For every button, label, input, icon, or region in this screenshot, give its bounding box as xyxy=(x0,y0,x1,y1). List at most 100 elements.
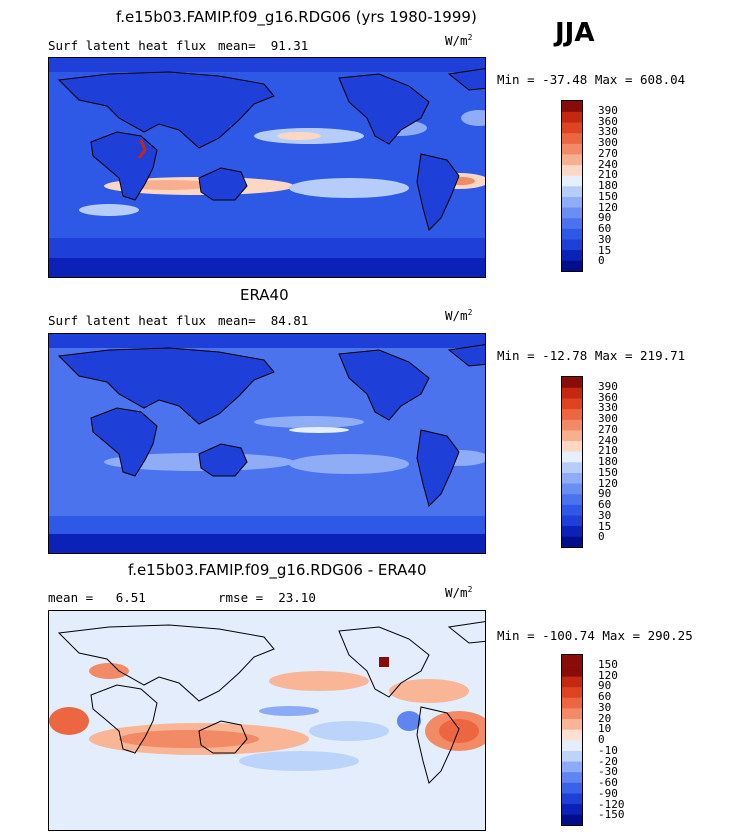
panel2-colorbar-swatch xyxy=(562,408,582,420)
panel3-colorbar-tick-label: 150 xyxy=(598,657,618,671)
panel3-units: W/m2 xyxy=(445,585,473,601)
panel1-colorbar-tick-label: 60 xyxy=(598,222,612,235)
panel2-colorbar-tick-label: 240 xyxy=(598,433,618,447)
panel2-colorbar-svg xyxy=(562,377,582,547)
panel1-colorbar-tick-label: 30 xyxy=(598,232,612,246)
panel2-map-svg xyxy=(49,334,485,553)
panel1-min: -37.48 xyxy=(542,72,588,87)
panel1-colorbar-tick-label: 270 xyxy=(598,146,618,160)
panel2-colorbar-tick-label: 15 xyxy=(598,519,612,533)
panel2-colorbar-tick-label: 90 xyxy=(598,487,612,501)
panel1-colorbar-swatch xyxy=(562,101,582,112)
panel2-mean: mean= 84.81 xyxy=(218,313,309,328)
panel1-colorbar-swatch xyxy=(562,164,582,176)
panel1-colorbar-swatch xyxy=(562,175,582,187)
panel3-colorbar-swatch xyxy=(562,740,582,751)
panel3-colorbar-swatch xyxy=(562,782,582,794)
panel2-colorbar-swatch xyxy=(562,377,582,388)
panel2-colorbar-tick-label: 360 xyxy=(598,390,618,404)
panel2-colorbar-tick-label: 150 xyxy=(598,465,618,479)
panel3-colorbar-tick-label: -150 xyxy=(598,808,625,822)
panel3-rmse-value: 23.10 xyxy=(278,590,316,605)
panel1-colorbar-tick-label: 330 xyxy=(598,125,618,139)
panel3-colorbar-swatch xyxy=(562,676,582,688)
panel1-colorbar-swatch xyxy=(562,122,582,134)
panel2-colorbar-swatch xyxy=(562,504,582,516)
panel1-colorbar-tick-label: 240 xyxy=(598,157,618,171)
panel1-map-svg xyxy=(49,58,485,277)
panel1-colorbar xyxy=(561,100,583,272)
panel3-colorbar-swatch xyxy=(562,750,582,762)
panel3-colorbar-swatch xyxy=(562,771,582,783)
panel3-colorbar-swatch xyxy=(562,708,582,720)
panel2-colorbar xyxy=(561,376,583,548)
panel1-colorbar-tick-label: 210 xyxy=(598,168,618,182)
panel3-mean: mean = 6.51 xyxy=(48,590,146,605)
panel1-colorbar-tick-label: 15 xyxy=(598,243,612,257)
panel3-rmse: rmse = 23.10 xyxy=(218,590,316,605)
panel2-colorbar-tick-label: 300 xyxy=(598,412,618,425)
panel3-colorbar-tick-label: -30 xyxy=(598,765,618,779)
panel2-colorbar-tick-label: 0 xyxy=(598,530,605,544)
panel1-colorbar-swatch xyxy=(562,143,582,155)
panel3-colorbar-swatch xyxy=(562,655,582,666)
panel3-colorbar-swatch xyxy=(562,718,582,730)
panel3-colorbar-tick-label: 120 xyxy=(598,668,618,682)
panel3-min: -100.74 xyxy=(542,628,595,643)
panel1-mean: mean= 91.31 xyxy=(218,38,309,53)
panel1-colorbar-tick-label: 120 xyxy=(598,200,618,214)
panel2-colorbar-swatch xyxy=(562,398,582,410)
panel3-map xyxy=(48,610,486,831)
panel1-max: 608.04 xyxy=(640,72,686,87)
panel1-colorbar-svg xyxy=(562,101,582,271)
panel1-mean-value: 91.31 xyxy=(270,38,309,53)
panel3-colorbar-swatch xyxy=(562,686,582,698)
panel3-colorbar-tick-label: 20 xyxy=(598,711,612,725)
panel3-colorbar-swatch xyxy=(562,761,582,773)
panel3-colorbar-swatch xyxy=(562,665,582,677)
panel2-colorbar-swatch xyxy=(562,472,582,484)
panel2-colorbar-swatch xyxy=(562,462,582,473)
panel3-colorbar-swatch xyxy=(562,729,582,741)
panel1-minmax: Min = -37.48 Max = 608.04 xyxy=(497,72,686,87)
panel3-colorbar-tick-label: 0 xyxy=(598,733,605,746)
panel1-colorbar-swatch xyxy=(562,249,582,261)
panel2-colorbar-swatch xyxy=(562,515,582,527)
panel3-map-svg xyxy=(49,611,485,830)
panel1-colorbar-swatch xyxy=(562,217,582,229)
panel1-colorbar-swatch xyxy=(562,196,582,208)
panel2-colorbar-tick-label: 330 xyxy=(598,401,618,415)
panel1-colorbar-tick-label: 360 xyxy=(598,114,618,128)
panel3-max: 290.25 xyxy=(647,628,693,643)
panel3-colorbar-tick-label: 90 xyxy=(598,679,612,693)
panel1-colorbar-swatch xyxy=(562,154,582,166)
panel1-colorbar-tick-label: 0 xyxy=(598,254,605,268)
panel2-colorbar-tick-label: 270 xyxy=(598,422,618,436)
panel1-map xyxy=(48,57,486,278)
panel1-colorbar-swatch xyxy=(562,239,582,251)
panel2-colorbar-swatch xyxy=(562,387,582,399)
panel3-colorbar-swatch xyxy=(562,814,582,825)
panel1-units: W/m2 xyxy=(445,33,473,49)
panel3-colorbar-tick-label: 30 xyxy=(598,700,612,714)
panel1-colorbar-tick-label: 90 xyxy=(598,211,612,225)
panel2-max: 219.71 xyxy=(640,348,686,363)
panel2-colorbar-swatch xyxy=(562,483,582,495)
panel1-colorbar-swatch xyxy=(562,111,582,123)
panel1-colorbar-tick-label: 180 xyxy=(598,179,618,192)
panel3-minmax: Min = -100.74 Max = 290.25 xyxy=(497,628,693,643)
panel2-colorbar-tick-label: 60 xyxy=(598,498,612,511)
panel3-colorbar-tick-label: 10 xyxy=(598,722,612,736)
panel2-units: W/m2 xyxy=(445,308,473,324)
panel3-colorbar-tick-label: -120 xyxy=(598,797,625,811)
panel3-mean-value: 6.51 xyxy=(115,590,146,605)
panel2-colorbar-tick-label: 120 xyxy=(598,476,618,490)
panel2-min: -12.78 xyxy=(542,348,588,363)
panel1-colorbar-swatch xyxy=(562,186,582,197)
panel3-colorbar-svg xyxy=(562,655,582,825)
panel1-colorbar-tick-label: 390 xyxy=(598,103,618,117)
panel1-colorbar-swatch xyxy=(562,132,582,144)
panel2-colorbar-tick-label: 180 xyxy=(598,455,618,468)
panel3-colorbar-tick-label: -10 xyxy=(598,743,618,757)
panel2-colorbar-tick-label: 390 xyxy=(598,379,618,393)
